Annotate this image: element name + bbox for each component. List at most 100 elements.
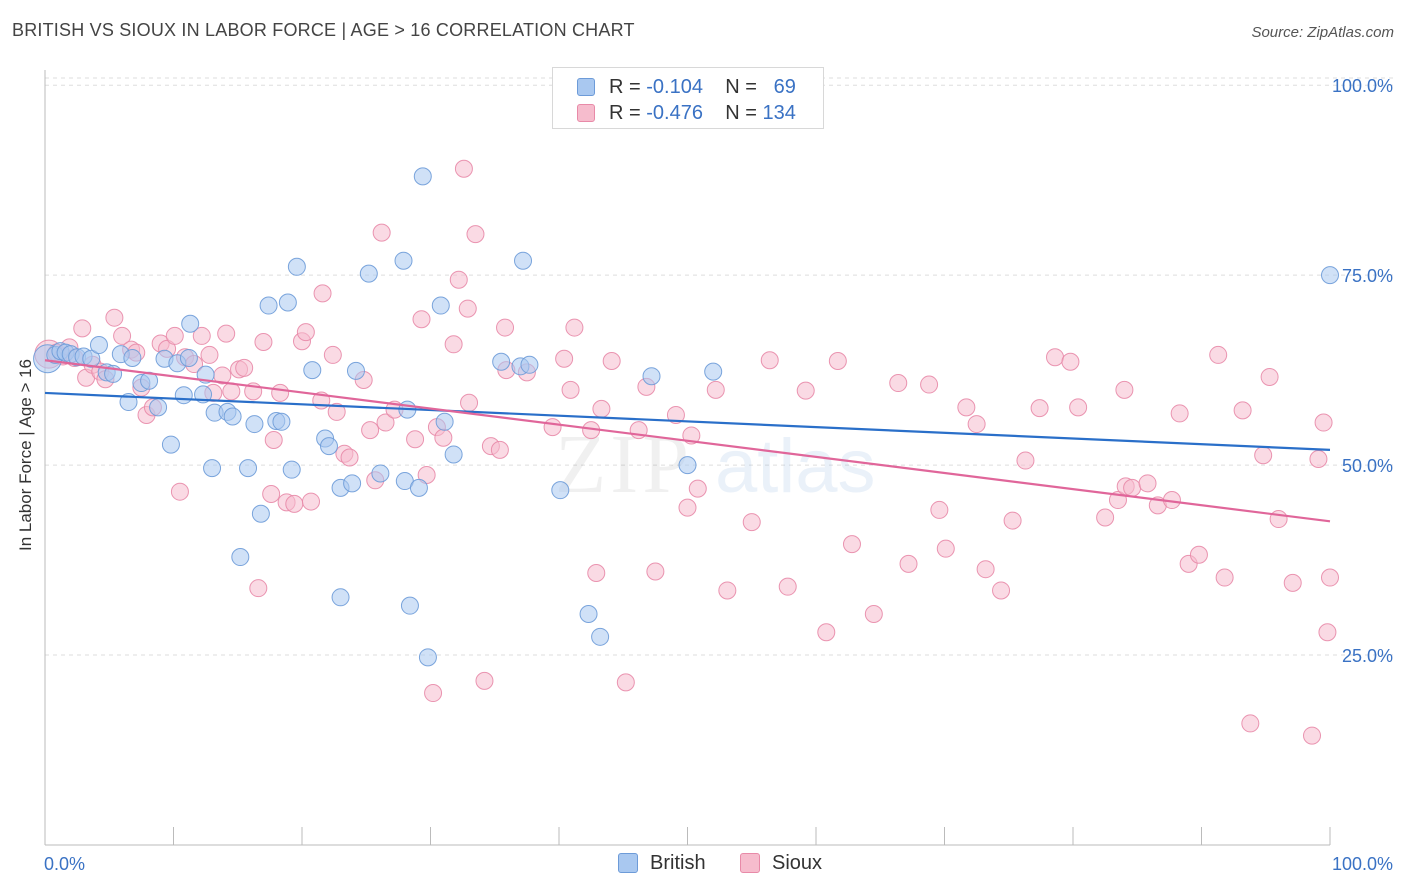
sioux-point-61	[449, 270, 468, 289]
british-point-25	[203, 459, 222, 478]
sioux-point-95	[828, 352, 847, 371]
y-tick-label-100: 100.0%	[1332, 76, 1393, 96]
sioux-point-20	[170, 482, 189, 501]
sioux-point-47	[340, 448, 359, 467]
sioux-point-49	[361, 421, 380, 440]
sioux-point-93	[796, 381, 815, 400]
sioux-point-104	[967, 415, 986, 434]
sioux-point-59	[434, 428, 453, 447]
sioux-point-35	[264, 431, 283, 450]
british-point-46	[359, 264, 378, 283]
sioux-point-44	[323, 345, 342, 364]
sioux-point-97	[864, 605, 883, 624]
british-r-label: R =	[609, 76, 647, 98]
sioux-point-101	[930, 500, 949, 519]
watermark-atlas: atlas	[715, 424, 876, 509]
sioux-point-77	[587, 563, 606, 582]
sioux-point-11	[113, 326, 132, 345]
sioux-point-113	[1096, 508, 1115, 527]
sioux-point-103	[957, 398, 976, 417]
sioux-point-126	[1233, 401, 1252, 420]
sioux-point-129	[1260, 367, 1279, 386]
british-point-53	[413, 167, 432, 186]
y-tick-label-25: 25.0%	[1342, 646, 1393, 666]
sioux-point-94	[817, 623, 836, 642]
british-point-57	[444, 445, 463, 464]
british-legend-label: British	[650, 852, 706, 874]
sioux-point-121	[1170, 404, 1189, 423]
sioux-point-131	[1283, 573, 1302, 592]
british-point-58	[492, 352, 511, 371]
sioux-point-109	[1030, 399, 1049, 418]
sioux-point-127	[1241, 714, 1260, 733]
sioux-point-112	[1069, 398, 1088, 417]
sioux-point-100	[920, 375, 939, 394]
sioux-point-5	[73, 319, 92, 338]
sioux-point-69	[496, 318, 515, 337]
british-point-50	[394, 251, 413, 270]
british-point-45	[346, 361, 365, 380]
chart-title: BRITISH VS SIOUX IN LABOR FORCE | AGE > …	[12, 20, 635, 40]
source-label: Source: ZipAtlas.com	[1251, 24, 1394, 41]
sioux-point-41	[301, 492, 320, 511]
british-point-18	[161, 435, 180, 454]
sioux-point-92	[778, 577, 797, 596]
british-point-38	[287, 257, 306, 276]
british-point-20	[174, 386, 193, 405]
sioux-point-52	[376, 413, 395, 432]
sioux-point-128	[1254, 446, 1273, 465]
sioux-point-107	[1003, 511, 1022, 530]
british-point-60	[514, 251, 533, 270]
sioux-point-40	[296, 323, 315, 342]
tick-labels: 25.0% 50.0% 75.0% 100.0% 0.0% 100.0%	[44, 76, 1393, 874]
sioux-point-102	[936, 539, 955, 558]
british-point-35	[272, 412, 291, 431]
sioux-n-value: 134	[762, 102, 796, 124]
british-point-29	[231, 548, 250, 567]
sioux-point-66	[475, 671, 494, 690]
sioux-point-33	[254, 333, 273, 352]
sioux-point-63	[458, 299, 477, 318]
sioux-point-27	[217, 324, 236, 343]
british-point-55	[431, 296, 450, 315]
sioux-point-124	[1209, 345, 1228, 364]
british-point-8	[89, 336, 108, 355]
sioux-n-label: N =	[725, 102, 763, 124]
british-n-value: 69	[773, 76, 796, 98]
british-point-62	[551, 481, 570, 500]
sioux-point-60	[444, 335, 463, 354]
british-point-36	[278, 293, 297, 312]
sioux-point-105	[976, 560, 995, 579]
british-points	[33, 167, 1339, 667]
sioux-point-83	[646, 562, 665, 581]
sioux-point-65	[466, 225, 485, 244]
sioux-point-117	[1123, 478, 1142, 497]
sioux-point-55	[412, 310, 431, 329]
sioux-point-54	[406, 430, 425, 449]
sioux-point-133	[1318, 623, 1337, 642]
sioux-point-136	[1309, 450, 1328, 469]
sioux-point-99	[899, 554, 918, 573]
british-trend-line	[44, 391, 1331, 452]
x-tick-label-100: 100.0%	[1332, 854, 1393, 874]
sioux-point-89	[718, 581, 737, 600]
british-point-41	[319, 437, 338, 456]
sioux-point-62	[454, 159, 473, 178]
british-point-21	[179, 348, 198, 367]
sioux-point-32	[249, 579, 268, 598]
sioux-point-90	[742, 513, 761, 532]
sioux-point-68	[490, 440, 509, 459]
british-point-44	[343, 474, 362, 493]
sioux-point-106	[992, 581, 1011, 600]
sioux-point-78	[592, 399, 611, 418]
sioux-point-34	[262, 484, 281, 503]
sioux-point-88	[706, 380, 725, 399]
sioux-point-36	[271, 383, 290, 402]
british-point-63	[579, 605, 598, 624]
british-point-39	[303, 361, 322, 380]
sioux-point-19	[165, 326, 184, 345]
sioux-point-115	[1115, 380, 1134, 399]
sioux-point-57	[424, 684, 443, 703]
british-point-65	[642, 367, 661, 386]
